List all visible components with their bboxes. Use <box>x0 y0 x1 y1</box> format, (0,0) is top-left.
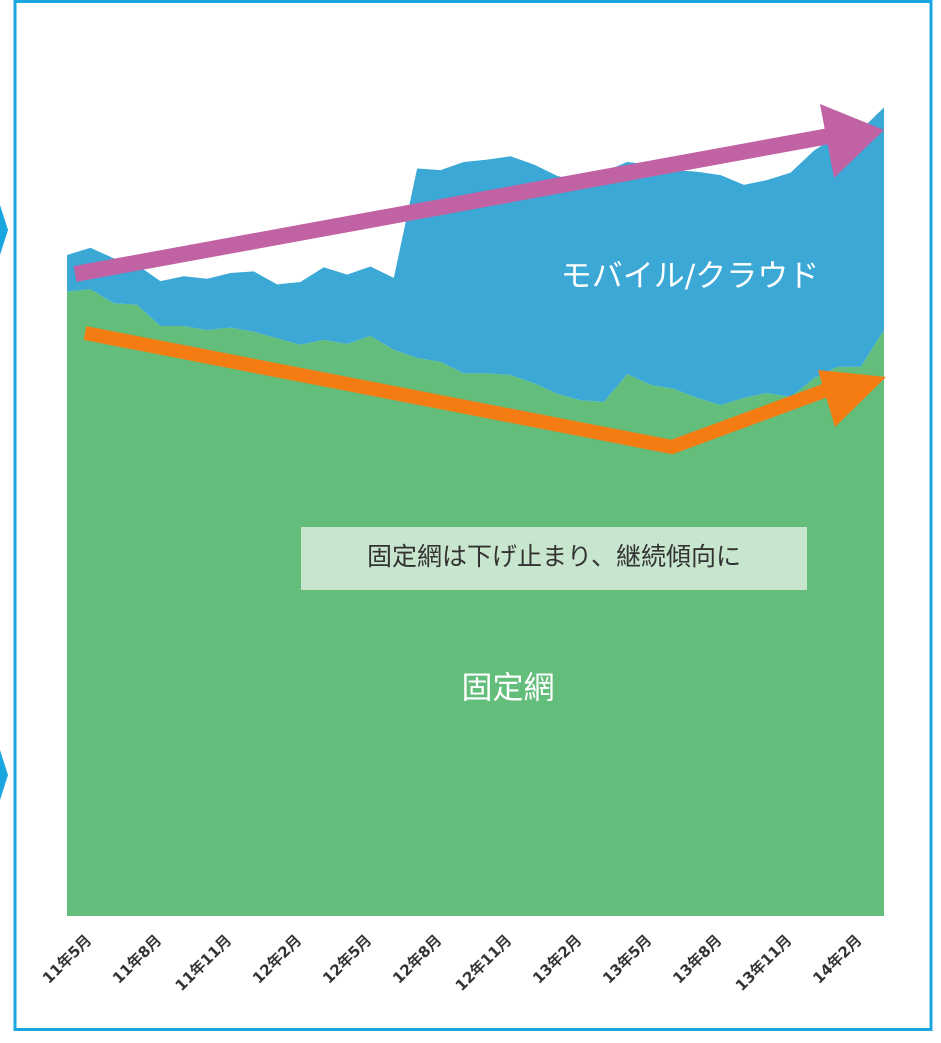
x-tick-label: 13年5月 <box>599 931 655 987</box>
x-tick-label: 11年11月 <box>172 931 235 994</box>
x-tick-label: 12年2月 <box>249 931 305 987</box>
x-tick-label: 12年5月 <box>319 931 375 987</box>
nav-arrow <box>0 750 8 800</box>
frame <box>13 0 933 1031</box>
area <box>67 107 884 406</box>
arrow-head <box>818 370 886 427</box>
fixed-trend-arrow <box>83 326 835 455</box>
series-label: 固定網 <box>462 671 555 707</box>
x-tick-label: 11年5月 <box>39 931 95 987</box>
annotation-box <box>301 527 807 590</box>
x-tick-label: 14年2月 <box>809 931 865 987</box>
trend-arrows <box>73 104 886 455</box>
nav-arrow <box>0 205 8 255</box>
x-tick-label: 13年2月 <box>529 931 585 987</box>
mobile-trend-arrow <box>73 126 842 282</box>
x-tick-label: 11年8月 <box>109 931 165 987</box>
series-label: モバイル/クラウド <box>561 259 819 295</box>
x-tick-label: 13年8月 <box>669 931 725 987</box>
x-tick-label: 13年11月 <box>732 931 795 994</box>
x-tick-label: 12年11月 <box>452 931 515 994</box>
x-tick-label: 12年8月 <box>389 931 445 987</box>
annotation: 固定網は下げ止まり、継続傾向に <box>367 542 741 571</box>
arrow-head <box>820 104 884 178</box>
